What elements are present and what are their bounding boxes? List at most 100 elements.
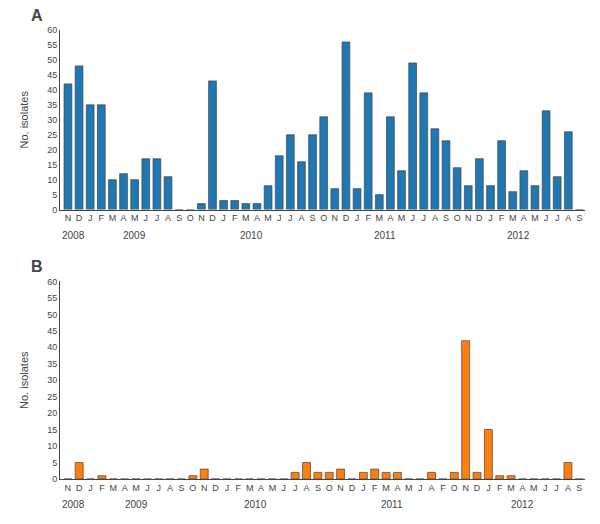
svg-text:M: M [398,213,406,223]
svg-text:O: O [187,213,194,223]
svg-text:F: F [372,483,378,493]
svg-text:45: 45 [47,70,57,80]
svg-text:35: 35 [47,359,57,369]
svg-text:A: A [258,483,264,493]
svg-text:2009: 2009 [125,499,148,510]
svg-text:15: 15 [47,425,57,435]
svg-text:M: M [246,483,254,493]
svg-text:25: 25 [47,130,57,140]
svg-text:5: 5 [52,458,57,468]
svg-text:J: J [422,213,427,223]
svg-text:S: S [176,213,182,223]
svg-text:A: A [122,483,128,493]
svg-text:A: A [565,213,571,223]
svg-text:J: J [544,213,549,223]
svg-text:J: J [88,213,93,223]
svg-text:M: M [131,213,139,223]
svg-text:N: N [65,483,72,493]
svg-text:J: J [293,483,298,493]
svg-text:M: M [507,483,515,493]
svg-text:D: D [76,213,83,223]
svg-text:A: A [429,483,435,493]
svg-text:M: M [242,213,250,223]
svg-text:M: M [376,213,384,223]
svg-text:S: S [178,483,184,493]
svg-text:5: 5 [52,190,57,200]
svg-text:40: 40 [47,85,57,95]
svg-text:F: F [99,213,105,223]
svg-text:J: J [88,483,93,493]
svg-text:No. isolates: No. isolates [18,351,30,409]
svg-text:50: 50 [47,55,57,65]
svg-text:D: D [76,483,83,493]
svg-text:O: O [451,483,458,493]
svg-text:O: O [189,483,196,493]
svg-text:S: S [443,213,449,223]
svg-text:A: A [254,213,260,223]
svg-text:N: N [198,213,205,223]
svg-text:A: A [519,483,525,493]
svg-text:A: A [298,213,304,223]
svg-text:F: F [499,213,505,223]
svg-text:J: J [144,213,149,223]
svg-text:A: A [432,213,438,223]
svg-text:A: A [165,213,171,223]
svg-text:D: D [349,483,356,493]
svg-text:M: M [530,483,538,493]
svg-text:60: 60 [47,25,57,35]
svg-text:J: J [221,213,226,223]
svg-text:2011: 2011 [381,499,403,510]
svg-text:S: S [576,483,582,493]
svg-text:J: J [157,483,162,493]
svg-text:A: A [31,7,43,24]
svg-text:F: F [99,483,105,493]
svg-text:J: J [554,483,559,493]
svg-text:F: F [440,483,446,493]
svg-text:J: J [225,483,230,493]
svg-text:A: A [387,213,393,223]
svg-text:2011: 2011 [374,230,396,241]
svg-text:D: D [474,483,481,493]
svg-text:J: J [410,213,415,223]
svg-text:M: M [110,483,118,493]
svg-text:30: 30 [47,375,57,385]
svg-text:J: J [155,213,160,223]
svg-text:S: S [315,483,321,493]
svg-text:2008: 2008 [62,499,85,510]
svg-text:J: J [488,213,493,223]
svg-text:2010: 2010 [240,230,263,241]
svg-text:60: 60 [47,277,57,287]
svg-text:B: B [31,258,43,275]
svg-text:40: 40 [47,342,57,352]
svg-text:S: S [576,213,582,223]
svg-text:M: M [269,483,277,493]
svg-text:No. isolates: No. isolates [18,91,30,149]
svg-text:2008: 2008 [62,230,85,241]
svg-text:M: M [264,213,272,223]
svg-text:45: 45 [47,326,57,336]
svg-text:M: M [531,213,539,223]
svg-text:30: 30 [47,115,57,125]
svg-text:J: J [418,483,423,493]
svg-text:2009: 2009 [123,230,146,241]
svg-text:D: D [343,213,350,223]
svg-text:N: N [462,483,469,493]
svg-text:N: N [65,213,72,223]
svg-text:55: 55 [47,293,57,303]
svg-text:M: M [132,483,140,493]
svg-text:J: J [355,213,360,223]
svg-text:O: O [320,213,327,223]
svg-text:M: M [109,213,117,223]
svg-text:A: A [394,483,400,493]
svg-text:2012: 2012 [511,499,534,510]
svg-text:A: A [521,213,527,223]
svg-text:A: A [565,483,571,493]
svg-text:J: J [361,483,366,493]
svg-text:J: J [288,213,293,223]
svg-text:20: 20 [47,408,57,418]
svg-text:2012: 2012 [507,230,530,241]
svg-text:J: J [145,483,150,493]
svg-text:O: O [326,483,333,493]
svg-text:F: F [232,213,238,223]
svg-text:0: 0 [52,205,57,215]
